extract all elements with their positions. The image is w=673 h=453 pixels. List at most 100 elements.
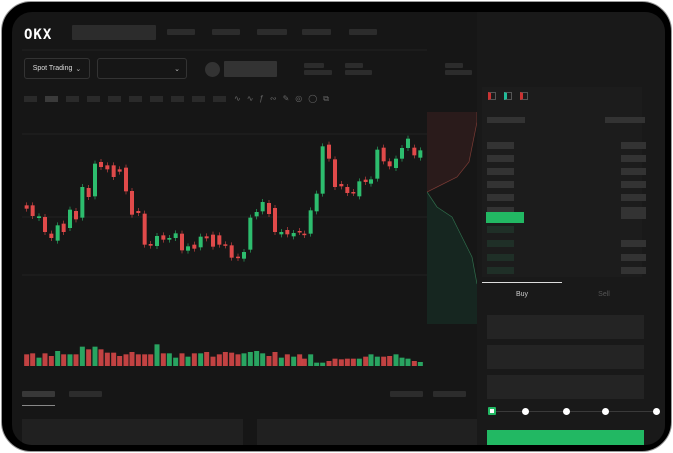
candle-body <box>236 256 240 259</box>
volume-bar <box>185 356 191 366</box>
tab-buy[interactable]: Buy <box>515 291 529 298</box>
candle-body <box>339 184 344 187</box>
candle-body <box>242 252 246 259</box>
volume-bar <box>405 358 411 366</box>
ask-amount <box>621 207 646 214</box>
timeframe-button[interactable] <box>129 96 142 102</box>
indicator-icon[interactable]: ∿ <box>246 94 260 103</box>
volume-bar <box>117 356 123 366</box>
timeframe-button[interactable] <box>150 96 163 102</box>
nav-item[interactable] <box>167 29 195 35</box>
ask-amount <box>621 168 646 175</box>
candle-body <box>345 187 350 193</box>
orderbook-asks-icon[interactable] <box>520 92 528 100</box>
leverage-slider-handle[interactable] <box>488 407 496 415</box>
candle-body <box>117 169 122 172</box>
candle-body <box>418 150 423 158</box>
candle-body <box>155 236 159 246</box>
nav-item[interactable] <box>257 29 287 35</box>
candle-body <box>211 234 215 247</box>
candle-body <box>357 181 362 197</box>
orderbook-both-icon[interactable] <box>488 92 496 100</box>
candlestick-chart[interactable] <box>12 12 432 382</box>
candle-body <box>30 205 35 216</box>
expand-icon[interactable]: ⧉ <box>323 94 335 103</box>
candle-body <box>99 162 103 167</box>
candle-body <box>229 245 234 258</box>
search-bar[interactable] <box>72 25 156 40</box>
bid-price <box>487 267 514 274</box>
candle-body <box>297 231 302 233</box>
pair-selector[interactable]: ⌄ <box>97 58 187 79</box>
timeframe-button[interactable] <box>213 96 226 102</box>
slider-stop[interactable] <box>653 408 660 415</box>
volume-bar <box>142 354 148 366</box>
volume-bar <box>344 358 350 366</box>
timeframe-button[interactable] <box>87 96 100 102</box>
settings-icon[interactable]: ◯ <box>308 94 324 103</box>
price-input[interactable] <box>487 315 644 339</box>
nav-item[interactable] <box>212 29 240 35</box>
slider-stop[interactable] <box>602 408 609 415</box>
timeframe-button[interactable] <box>66 96 79 102</box>
stat-label <box>445 63 463 68</box>
volume-bar <box>320 362 326 366</box>
volume-bar <box>417 362 423 366</box>
chevron-down-icon: ⌄ <box>75 65 82 73</box>
candle-body <box>173 233 178 238</box>
timeframe-button[interactable] <box>171 96 184 102</box>
candle-body <box>43 217 47 232</box>
circle-icon[interactable]: ◎ <box>295 94 309 103</box>
amount-input[interactable] <box>487 345 644 369</box>
assets-panel <box>257 419 477 445</box>
bid-amount <box>621 240 646 247</box>
timeframe-button[interactable] <box>45 96 58 102</box>
volume-bar <box>166 353 172 366</box>
timeframe-button[interactable] <box>24 96 37 102</box>
bottom-tab-active[interactable] <box>22 391 55 397</box>
candle-body <box>68 209 72 228</box>
nav-item[interactable] <box>349 29 377 35</box>
slider-stop[interactable] <box>563 408 570 415</box>
timeframe-button[interactable] <box>192 96 205 102</box>
indicator-icon[interactable]: ∿ <box>234 94 247 103</box>
volume-bar <box>326 361 332 366</box>
app-screen: OKX Spot Trading ⌄ ⌄ ∿∿ƒ∾✎◎◯⧉ <box>12 12 665 445</box>
candle-body <box>192 244 197 249</box>
candle-body <box>61 223 66 232</box>
leverage-slider-track[interactable] <box>490 411 658 412</box>
orders-panel <box>22 419 243 445</box>
market-type-label: Spot Trading <box>32 65 73 72</box>
candle-body <box>124 167 128 192</box>
market-type-dropdown[interactable]: Spot Trading ⌄ <box>24 58 90 79</box>
volume-bar <box>229 352 235 366</box>
nav-item[interactable] <box>302 29 331 35</box>
volume-bar <box>148 354 154 366</box>
chevron-down-icon: ⌄ <box>174 65 180 73</box>
orderbook-bids-icon[interactable] <box>504 92 512 100</box>
okx-logo[interactable]: OKX <box>24 27 53 43</box>
slider-stop[interactable] <box>522 408 529 415</box>
pencil-icon[interactable]: ✎ <box>282 94 296 103</box>
ask-amount <box>621 194 646 201</box>
volume-bar <box>381 356 387 366</box>
ask-price <box>487 168 514 175</box>
bottom-action[interactable] <box>433 391 466 397</box>
candle-body <box>387 161 392 167</box>
total-input[interactable] <box>487 375 644 399</box>
bottom-action[interactable] <box>390 391 423 397</box>
buy-button[interactable] <box>487 430 644 445</box>
volume-bar <box>332 358 338 366</box>
bottom-tab[interactable] <box>69 391 102 397</box>
candle-body <box>49 233 54 238</box>
line-icon[interactable]: ∾ <box>269 94 283 103</box>
chart-tools[interactable]: ∿∿ƒ∾✎◎◯⧉ <box>234 94 335 104</box>
fx-icon[interactable]: ƒ <box>259 94 270 103</box>
candle-body <box>302 233 307 236</box>
tab-sell[interactable]: Sell <box>598 291 610 298</box>
candle-body <box>333 159 337 187</box>
timeframe-button[interactable] <box>108 96 121 102</box>
volume-bar <box>154 344 160 366</box>
volume-bar <box>160 353 166 366</box>
candle-body <box>254 212 259 217</box>
